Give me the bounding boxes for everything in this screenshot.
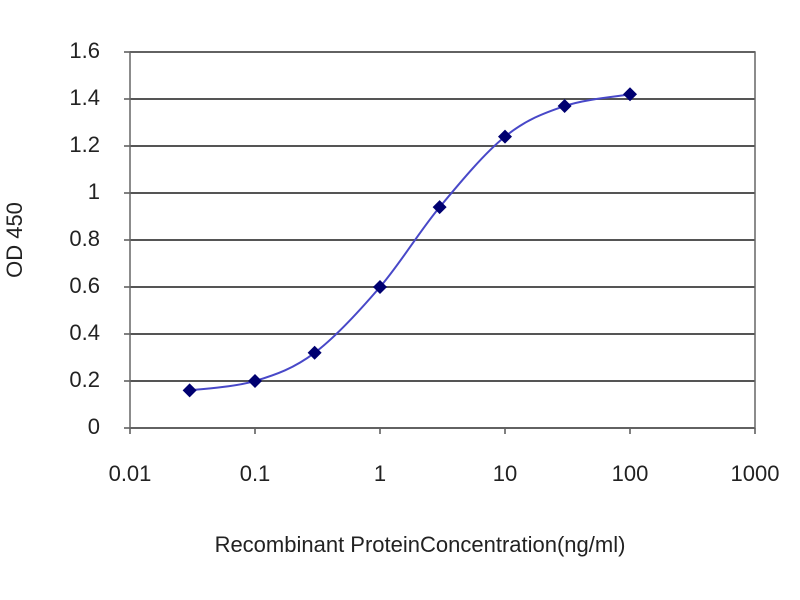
y-tick-label: 0.2	[69, 367, 100, 392]
y-tick-label: 0.4	[69, 320, 100, 345]
plot-border	[129, 51, 756, 429]
data-point	[182, 383, 197, 398]
data-point	[498, 129, 512, 144]
y-axis-label: OD 450	[2, 202, 27, 278]
data-point	[373, 280, 387, 294]
x-tick-label: 1	[374, 461, 386, 486]
y-tick-label: 1.6	[69, 38, 100, 63]
data-point	[248, 374, 262, 388]
y-tick-label: 0	[88, 414, 100, 439]
x-tick-label: 0.01	[109, 461, 152, 486]
y-tick-label: 0.8	[69, 226, 100, 251]
x-tick-label: 10	[493, 461, 517, 486]
x-tick-label: 0.1	[240, 461, 271, 486]
data-point	[307, 345, 322, 360]
y-tick-label: 0.6	[69, 273, 100, 298]
data-point	[432, 200, 447, 215]
x-tick-label: 1000	[731, 461, 780, 486]
y-tick-label: 1	[88, 179, 100, 204]
x-tick-label: 100	[612, 461, 649, 486]
data-point	[557, 99, 572, 114]
x-axis-label: Recombinant ProteinConcentration(ng/ml)	[215, 532, 626, 557]
data-point	[623, 87, 637, 102]
y-tick-label: 1.2	[69, 132, 100, 157]
y-tick-label: 1.4	[69, 85, 100, 110]
series-line	[189, 93, 631, 392]
